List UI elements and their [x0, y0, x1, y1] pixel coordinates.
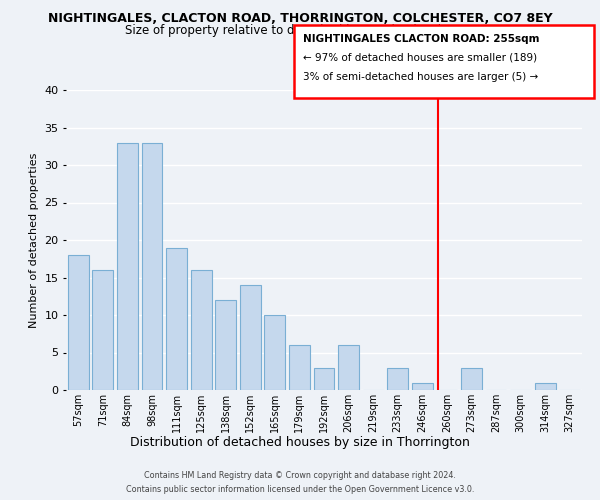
Text: Distribution of detached houses by size in Thorrington: Distribution of detached houses by size … [130, 436, 470, 449]
Bar [338, 345, 359, 390]
Bar [461, 368, 482, 390]
Bar [68, 255, 89, 390]
Text: ← 97% of detached houses are smaller (189): ← 97% of detached houses are smaller (18… [303, 52, 537, 62]
Bar [117, 142, 138, 390]
Bar [535, 382, 556, 390]
Text: Contains HM Land Registry data © Crown copyright and database right 2024.: Contains HM Land Registry data © Crown c… [144, 472, 456, 480]
Bar [92, 270, 113, 390]
Y-axis label: Number of detached properties: Number of detached properties [29, 152, 38, 328]
Text: Contains public sector information licensed under the Open Government Licence v3: Contains public sector information licen… [126, 484, 474, 494]
Bar [265, 315, 286, 390]
Text: Size of property relative to detached houses in Thorrington: Size of property relative to detached ho… [125, 24, 475, 37]
Bar [191, 270, 212, 390]
Bar [387, 368, 408, 390]
Bar [142, 142, 163, 390]
Text: NIGHTINGALES, CLACTON ROAD, THORRINGTON, COLCHESTER, CO7 8EY: NIGHTINGALES, CLACTON ROAD, THORRINGTON,… [47, 12, 553, 26]
Bar [240, 285, 261, 390]
Bar [412, 382, 433, 390]
Bar [289, 345, 310, 390]
Bar [166, 248, 187, 390]
Bar [314, 368, 334, 390]
Text: NIGHTINGALES CLACTON ROAD: 255sqm: NIGHTINGALES CLACTON ROAD: 255sqm [303, 34, 539, 43]
Bar [215, 300, 236, 390]
Text: 3% of semi-detached houses are larger (5) →: 3% of semi-detached houses are larger (5… [303, 72, 538, 82]
